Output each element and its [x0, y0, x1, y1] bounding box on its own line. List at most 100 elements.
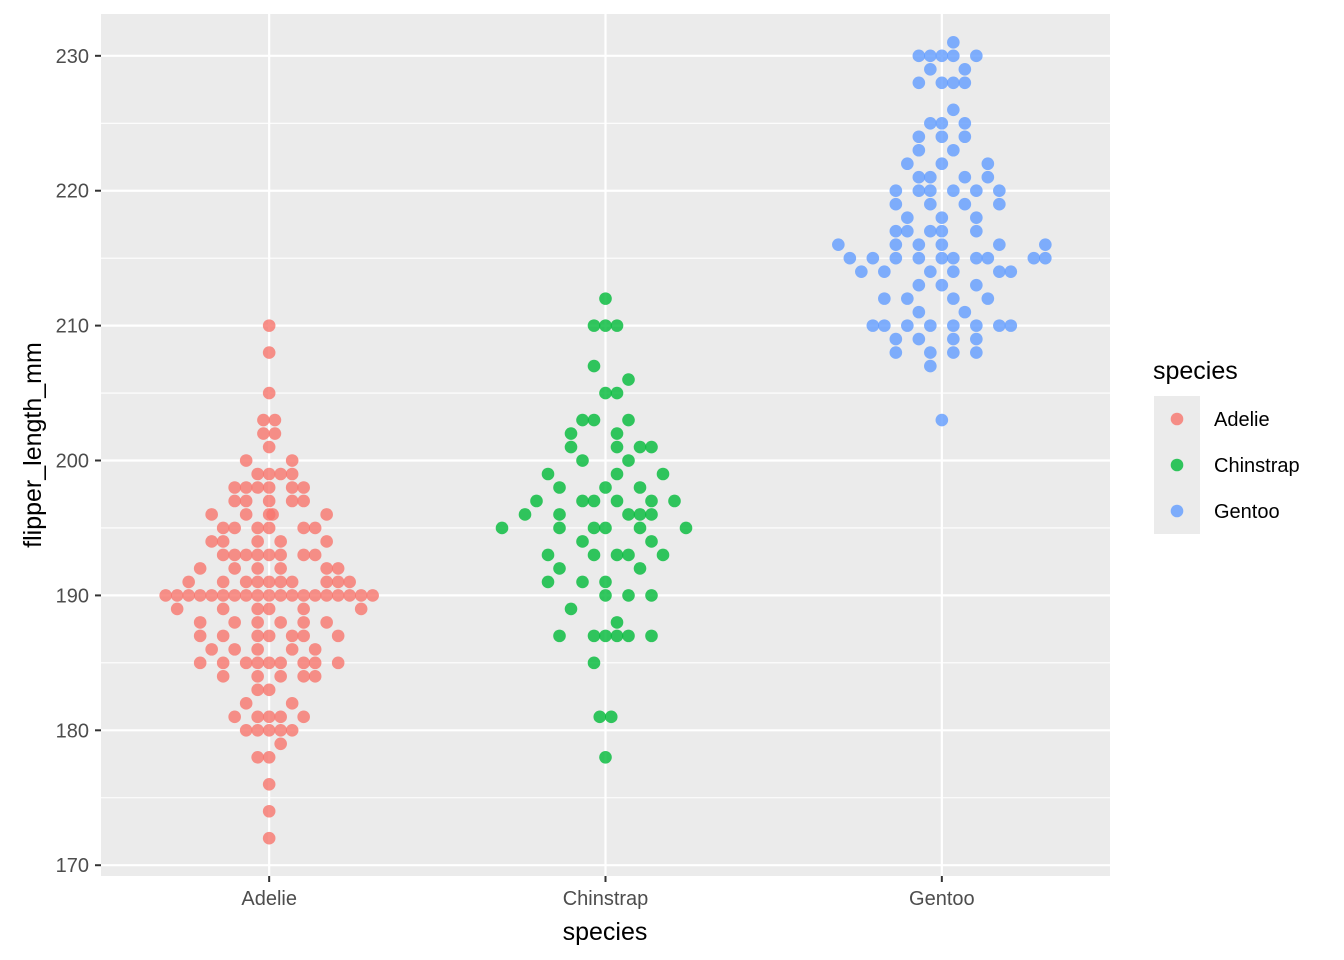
- point-gentoo: [970, 184, 983, 198]
- point-adelie: [239, 724, 253, 737]
- point-adelie: [205, 535, 218, 548]
- point-gentoo: [958, 63, 972, 76]
- point-chinstrap: [576, 535, 589, 548]
- point-adelie: [366, 589, 379, 602]
- point-chinstrap: [668, 494, 681, 508]
- point-adelie: [331, 656, 345, 670]
- point-gentoo: [947, 265, 960, 278]
- point-gentoo: [924, 346, 937, 359]
- point-chinstrap: [587, 548, 601, 562]
- point-chinstrap: [610, 548, 624, 562]
- point-chinstrap: [633, 508, 647, 521]
- x-tick-label: Chinstrap: [563, 888, 649, 910]
- point-adelie: [297, 602, 310, 616]
- point-adelie: [274, 548, 287, 562]
- point-gentoo: [981, 157, 995, 171]
- point-adelie: [257, 427, 270, 440]
- point-adelie: [320, 562, 333, 575]
- point-adelie: [193, 656, 207, 670]
- point-adelie: [331, 562, 345, 575]
- point-adelie: [262, 521, 276, 535]
- point-adelie: [251, 670, 264, 683]
- point-adelie: [297, 521, 310, 535]
- point-gentoo: [889, 332, 903, 346]
- point-gentoo: [958, 197, 972, 211]
- point-chinstrap: [645, 589, 658, 602]
- point-gentoo: [912, 76, 926, 90]
- point-adelie: [308, 589, 322, 602]
- point-gentoo: [924, 49, 937, 63]
- point-gentoo: [866, 319, 880, 332]
- y-tick-label: 200: [56, 451, 89, 473]
- x-tick-label: Gentoo: [909, 888, 975, 910]
- point-adelie: [239, 697, 253, 710]
- legend-title: species: [1153, 357, 1238, 385]
- point-gentoo: [993, 265, 1006, 278]
- point-adelie: [331, 575, 345, 589]
- point-gentoo: [958, 76, 972, 90]
- point-chinstrap: [645, 629, 658, 643]
- point-gentoo: [901, 319, 914, 332]
- point-gentoo: [912, 130, 926, 144]
- point-chinstrap: [553, 481, 566, 494]
- point-gentoo: [901, 224, 914, 238]
- point-adelie: [285, 494, 299, 508]
- point-gentoo: [947, 36, 960, 49]
- point-chinstrap: [541, 575, 555, 589]
- point-adelie: [170, 589, 184, 602]
- point-gentoo: [924, 170, 937, 184]
- point-chinstrap: [553, 562, 566, 575]
- point-chinstrap: [610, 319, 624, 332]
- point-adelie: [320, 575, 333, 589]
- point-adelie: [285, 629, 299, 643]
- point-adelie: [262, 831, 276, 845]
- point-adelie: [285, 575, 299, 589]
- point-adelie: [262, 440, 276, 454]
- legend-label: Gentoo: [1214, 501, 1280, 523]
- point-adelie: [239, 589, 253, 602]
- point-adelie: [216, 589, 230, 602]
- point-gentoo: [935, 238, 949, 251]
- point-chinstrap: [587, 656, 601, 670]
- point-adelie: [159, 589, 172, 602]
- point-gentoo: [889, 346, 903, 359]
- point-adelie: [251, 535, 264, 548]
- point-gentoo: [970, 49, 983, 63]
- point-gentoo: [912, 278, 926, 292]
- point-adelie: [308, 548, 322, 562]
- point-gentoo: [1027, 251, 1041, 265]
- point-gentoo: [958, 116, 972, 130]
- point-adelie: [228, 562, 241, 575]
- point-chinstrap: [633, 521, 647, 535]
- point-gentoo: [970, 319, 983, 332]
- point-adelie: [262, 724, 276, 737]
- point-gentoo: [935, 211, 949, 224]
- point-gentoo: [1039, 238, 1052, 251]
- point-adelie: [239, 508, 253, 521]
- point-gentoo: [1039, 251, 1052, 265]
- point-chinstrap: [553, 521, 566, 535]
- point-adelie: [297, 670, 310, 683]
- point-chinstrap: [633, 481, 647, 494]
- point-gentoo: [924, 63, 937, 76]
- point-gentoo: [993, 197, 1006, 211]
- point-chinstrap: [518, 508, 532, 521]
- point-adelie: [262, 346, 276, 359]
- point-adelie: [251, 521, 264, 535]
- point-chinstrap: [599, 750, 612, 764]
- point-adelie: [251, 616, 264, 629]
- point-adelie: [251, 589, 264, 602]
- point-adelie: [285, 481, 299, 494]
- point-adelie: [216, 548, 230, 562]
- point-adelie: [216, 575, 230, 589]
- point-adelie: [239, 454, 253, 467]
- y-tick-label: 170: [56, 855, 89, 877]
- x-axis-title: species: [563, 918, 648, 946]
- point-adelie: [285, 454, 299, 467]
- point-adelie: [193, 629, 207, 643]
- point-gentoo: [924, 359, 937, 373]
- point-gentoo: [901, 292, 914, 305]
- point-adelie: [297, 710, 310, 724]
- point-chinstrap: [564, 427, 578, 440]
